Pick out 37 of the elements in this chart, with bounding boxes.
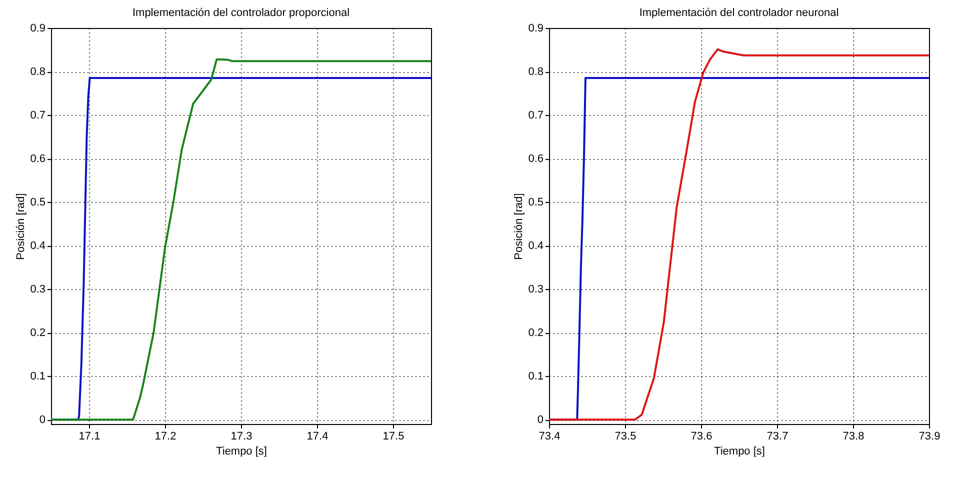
x-tick-label: 17.5 — [382, 430, 404, 442]
y-tick-label: 0.7 — [30, 110, 46, 122]
x-tick-label: 73.6 — [690, 430, 712, 442]
y-tick-label: 0.9 — [30, 22, 46, 34]
x-tick-label: 73.4 — [538, 430, 560, 442]
y-tick-label: 0.2 — [30, 327, 46, 340]
x-tick-label: 73.7 — [766, 430, 788, 442]
y-tick-label: 0.9 — [528, 22, 544, 34]
y-tick-label: 0.8 — [30, 66, 46, 78]
y-tick-label: 0.1 — [30, 370, 46, 383]
y-tick-label: 0.5 — [528, 196, 544, 209]
y-tick-label: 0.6 — [528, 153, 544, 166]
chart-title: Implementación del controlador neuronal — [639, 7, 839, 19]
y-tick-label: 0.6 — [30, 153, 46, 166]
y-tick-label: 0.4 — [30, 240, 46, 252]
x-tick-label: 17.3 — [230, 430, 252, 442]
x-tick-label: 73.5 — [614, 430, 636, 442]
chart-title: Implementación del controlador proporcional — [132, 7, 350, 19]
x-axis-title: Tiempo [s] — [216, 446, 267, 458]
y-tick-label: 0.4 — [528, 240, 544, 252]
y-tick-label: 0.3 — [528, 284, 544, 296]
y-tick-label: 0.7 — [528, 110, 544, 122]
y-tick-label: 0.1 — [528, 370, 544, 383]
x-tick-label: 17.1 — [78, 430, 100, 442]
x-tick-label: 73.9 — [918, 430, 940, 442]
y-tick-label: 0 — [39, 414, 46, 426]
x-tick-label: 17.4 — [306, 430, 328, 442]
y-axis-title: Posición [rad] — [513, 193, 526, 260]
y-tick-label: 0.8 — [528, 66, 544, 78]
y-tick-label: 0 — [537, 414, 544, 426]
x-axis-title: Tiempo [s] — [714, 446, 765, 458]
y-tick-label: 0.3 — [30, 284, 46, 296]
x-tick-label: 17.2 — [154, 430, 176, 442]
x-tick-label: 73.8 — [842, 430, 864, 442]
y-axis-title: Posición [rad] — [15, 193, 28, 260]
y-tick-label: 0.2 — [528, 327, 544, 340]
y-tick-label: 0.5 — [30, 196, 46, 209]
